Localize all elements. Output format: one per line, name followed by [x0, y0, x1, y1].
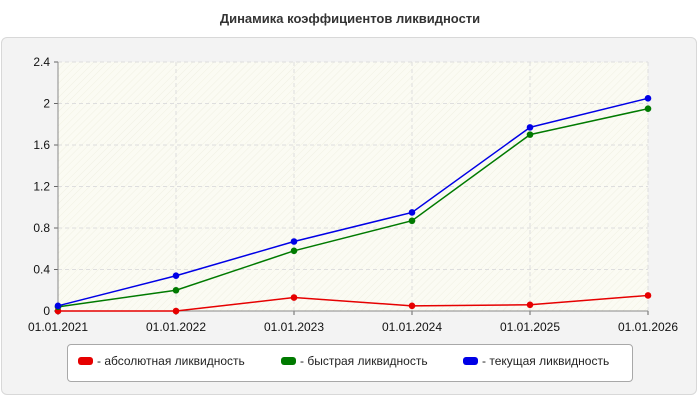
legend: - абсолютная ликвидность - быстрая ликви… — [67, 344, 633, 382]
data-point — [408, 302, 416, 310]
series-line-1 — [58, 294, 649, 312]
x-tick-label: 01.01.2021 — [28, 320, 88, 334]
data-point — [526, 131, 534, 138]
legend-label: - абсолютная ликвидность — [97, 354, 245, 368]
legend-swatch — [281, 357, 296, 365]
data-point — [644, 105, 652, 112]
data-point — [172, 272, 180, 280]
legend-label: - быстрая ликвидность — [300, 354, 428, 368]
y-tick-label: 1.2 — [33, 180, 50, 194]
legend-item-current: - текущая ликвидность — [463, 354, 609, 368]
data-point — [290, 238, 298, 245]
data-point — [408, 209, 416, 216]
y-tick-label: 1.6 — [33, 138, 50, 152]
legend-swatch — [463, 357, 478, 365]
y-tick-label: 0.4 — [33, 263, 50, 277]
data-point — [172, 307, 180, 315]
data-point — [526, 301, 534, 309]
x-tick-label: 01.01.2022 — [146, 320, 206, 334]
data-point — [526, 124, 534, 131]
chart-title: Динамика коэффициентов ликвидности — [219, 11, 481, 26]
series-line-3 — [57, 97, 649, 307]
y-tick-label: 0 — [43, 304, 50, 318]
data-point — [290, 247, 298, 255]
y-tick-label: 2.4 — [33, 55, 50, 69]
data-point — [408, 217, 416, 225]
y-tick-label: 0.8 — [33, 221, 50, 235]
data-point — [644, 292, 652, 299]
legend-item-quick: - быстрая ликвидность — [281, 354, 428, 368]
data-point — [290, 294, 298, 301]
data-point — [644, 95, 652, 102]
x-tick-label: 01.01.2026 — [618, 320, 678, 334]
legend-item-absolute: - абсолютная ликвидность — [78, 354, 245, 368]
x-tick-label: 01.01.2023 — [264, 320, 324, 334]
x-tick-label: 01.01.2025 — [500, 320, 560, 334]
x-tick-label: 01.01.2024 — [382, 320, 442, 334]
legend-swatch — [78, 357, 93, 365]
y-tick-label: 2 — [43, 97, 50, 111]
data-point — [54, 302, 62, 310]
data-point — [172, 286, 180, 294]
series-line-2 — [57, 107, 649, 308]
legend-label: - текущая ликвидность — [482, 354, 610, 368]
